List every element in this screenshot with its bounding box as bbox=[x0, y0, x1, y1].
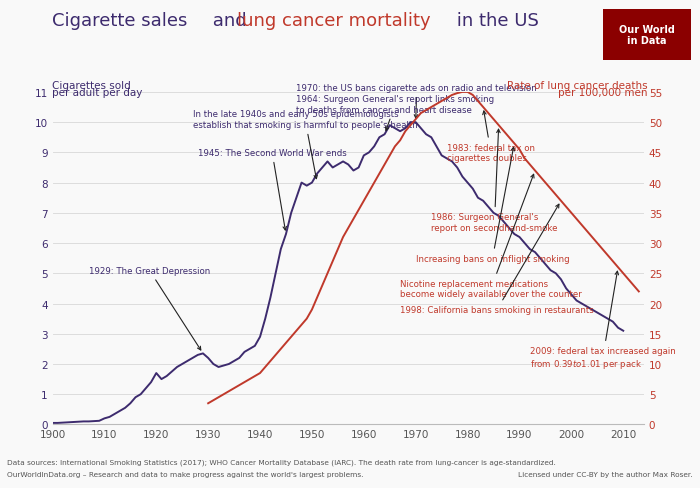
Text: 1964: Surgeon General's report links smoking
to deaths from cancer and heart dis: 1964: Surgeon General's report links smo… bbox=[296, 95, 494, 131]
Text: per adult per day: per adult per day bbox=[52, 88, 143, 98]
Text: Data sources: International Smoking Statistics (2017); WHO Cancer Mortality Data: Data sources: International Smoking Stat… bbox=[7, 459, 556, 465]
Text: lung cancer mortality: lung cancer mortality bbox=[237, 12, 430, 30]
Text: Nicotine replacement medications
become widely available over the counter: Nicotine replacement medications become … bbox=[400, 175, 582, 299]
Text: 1929: The Great Depression: 1929: The Great Depression bbox=[89, 266, 210, 350]
Text: Increasing bans on inflight smoking: Increasing bans on inflight smoking bbox=[416, 148, 569, 263]
Text: per 100,000 men: per 100,000 men bbox=[558, 88, 648, 98]
Text: 2009: federal tax increased again
from $0.39 to $1.01 per pack: 2009: federal tax increased again from $… bbox=[530, 272, 676, 370]
Text: in the US: in the US bbox=[451, 12, 539, 30]
Text: Cigarettes sold: Cigarettes sold bbox=[52, 81, 132, 90]
Text: In the late 1940s and early 50s epidemiologists
establish that smoking is harmfu: In the late 1940s and early 50s epidemio… bbox=[193, 110, 417, 179]
Text: Our World
in Data: Our World in Data bbox=[620, 24, 675, 46]
Text: OurWorldInData.org – Research and data to make progress against the world's larg: OurWorldInData.org – Research and data t… bbox=[7, 471, 363, 477]
Text: and: and bbox=[207, 12, 253, 30]
Text: 1970: the US bans cigarette ads on radio and television: 1970: the US bans cigarette ads on radio… bbox=[296, 84, 537, 119]
Text: 1986: Surgeon General's
report on secondhand-smoke: 1986: Surgeon General's report on second… bbox=[431, 130, 558, 232]
Text: Licensed under CC-BY by the author Max Roser.: Licensed under CC-BY by the author Max R… bbox=[519, 471, 693, 477]
Text: 1945: The Second World War ends: 1945: The Second World War ends bbox=[198, 148, 346, 230]
Text: 1983: federal tax on
cigarettes doubles: 1983: federal tax on cigarettes doubles bbox=[447, 112, 535, 163]
Text: Rate of lung cancer deaths: Rate of lung cancer deaths bbox=[507, 81, 648, 90]
Text: 1998: California bans smoking in restaurants: 1998: California bans smoking in restaur… bbox=[400, 205, 594, 314]
Text: Cigarette sales: Cigarette sales bbox=[52, 12, 188, 30]
